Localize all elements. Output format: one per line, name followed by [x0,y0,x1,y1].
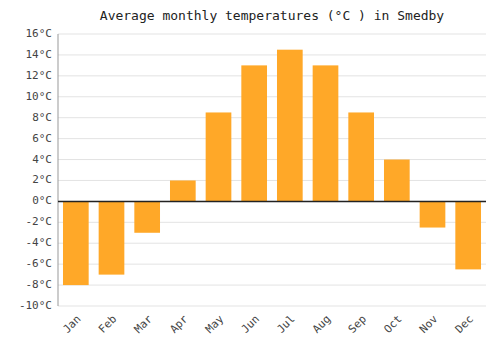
y-tick-label: -8°C [26,278,53,291]
x-tick-label: Jan [60,313,83,336]
bar [455,201,481,269]
chart-container: -10°C -8°C -6°C -4°C -2°C 0°C 2°C 4°C 6°C 8°C 10°C… [0,0,500,350]
y-tick-label: -4°C [26,236,53,249]
bar [99,201,125,274]
y-tick-label: 8°C [32,111,52,124]
y-tick-label: 6°C [32,132,52,145]
grid-line [58,96,486,97]
grid-line [58,34,486,35]
y-tick-label: 16°C [26,27,53,40]
bar [134,201,160,232]
bar [170,180,196,201]
grid-line [58,306,486,307]
bar [63,201,89,285]
zero-line [58,201,486,203]
x-tick-label: Oct [381,313,404,336]
x-tick-label: May [203,312,227,336]
y-grid [58,34,486,306]
y-tick-label: 0°C [32,194,52,207]
x-tick-label: Feb [96,313,119,336]
x-tick-label: Jun [239,313,262,336]
y-tick-label: 14°C [26,48,53,61]
y-tick-label: 4°C [32,153,52,166]
bar [313,65,339,201]
x-tick-label: Apr [167,312,191,336]
x-tick-label: Jul [274,313,297,336]
y-axis: -10°C -8°C -6°C -4°C -2°C 0°C 2°C 4°C 6°C 8°C 10°C… [19,27,58,312]
y-axis-line [58,34,59,306]
y-tick-label: 12°C [26,69,53,82]
grid-line [58,180,486,181]
chart-svg: -10°C -8°C -6°C -4°C -2°C 0°C 2°C 4°C 6°C 8°C 10°C… [0,0,500,350]
x-tick-label: Sep [346,313,369,336]
grid-line [58,159,486,160]
y-tick-label: -10°C [19,299,52,312]
bar [241,65,267,201]
bar [277,50,303,202]
grid-line [58,285,486,286]
y-tick-label: 10°C [26,90,53,103]
y-tick-label: -6°C [26,257,53,270]
x-tick-label: Aug [310,313,333,336]
grid-line [58,201,486,202]
grid-line [58,117,486,118]
x-tick-label: Nov [417,312,441,336]
bars [63,50,481,285]
grid-line [58,138,486,139]
grid-line [58,54,486,55]
x-axis: Jan Feb Mar Apr May Jun Jul Aug Sep Oct Nov Dec [60,312,476,336]
bar [348,112,374,201]
bar [206,112,232,201]
bar [420,201,446,227]
y-tick-label: 2°C [32,173,52,186]
x-tick-label: Mar [132,312,156,336]
x-tick-label: Dec [453,313,476,336]
bar [384,160,410,202]
grid-line [58,75,486,76]
chart-title: Average monthly temperatures (°C ) in Sm… [100,8,445,23]
y-tick-label: -2°C [26,215,53,228]
